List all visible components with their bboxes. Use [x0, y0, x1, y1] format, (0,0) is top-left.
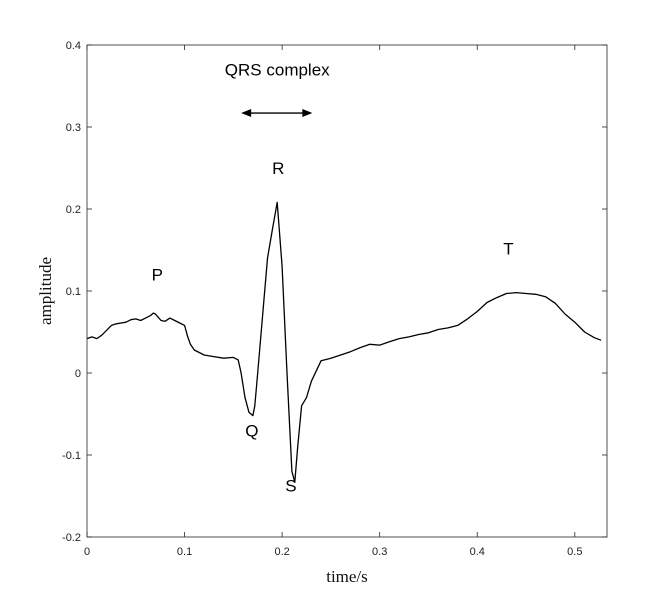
plot-series-group: [86, 201, 602, 483]
y-tick-label: -0.1: [62, 450, 81, 462]
x-tick-label: 0: [84, 546, 90, 558]
annotation-label: T: [503, 239, 513, 258]
x-tick-label: 0.4: [470, 546, 485, 558]
y-tick-label: -0.2: [62, 532, 81, 544]
x-tick-label: 0.3: [372, 546, 387, 558]
x-tick-label: 0.1: [177, 546, 192, 558]
y-tick-label: 0.1: [66, 286, 81, 298]
annotation-label: QRS complex: [225, 61, 330, 80]
y-tick-label: 0.4: [66, 40, 81, 52]
y-tick-label: 0.2: [66, 204, 81, 216]
annotation-label: P: [152, 266, 163, 285]
annotation-group: QRS complex P R T Q S: [152, 61, 514, 496]
annotation-label: Q: [245, 421, 258, 440]
qrs-arrow-head-right: [302, 109, 313, 118]
x-tick-label: 0.2: [274, 546, 289, 558]
ecg-series-line: [86, 201, 602, 483]
annotation-label: S: [285, 476, 296, 495]
x-axis-title: time/s: [326, 567, 368, 586]
y-axis-title: amplitude: [36, 257, 55, 325]
annotation-label: R: [272, 159, 284, 178]
axis-ticks-group: 0 0.1 0.2 0.3 0.4 0.5 -0.2 -0.1 0 0.1 0.2 0.3 0.4: [62, 40, 607, 558]
y-tick-label: 0: [75, 368, 81, 380]
qrs-arrow-head-left: [241, 109, 252, 118]
x-tick-label: 0.5: [567, 546, 582, 558]
y-tick-label: 0.3: [66, 122, 81, 134]
